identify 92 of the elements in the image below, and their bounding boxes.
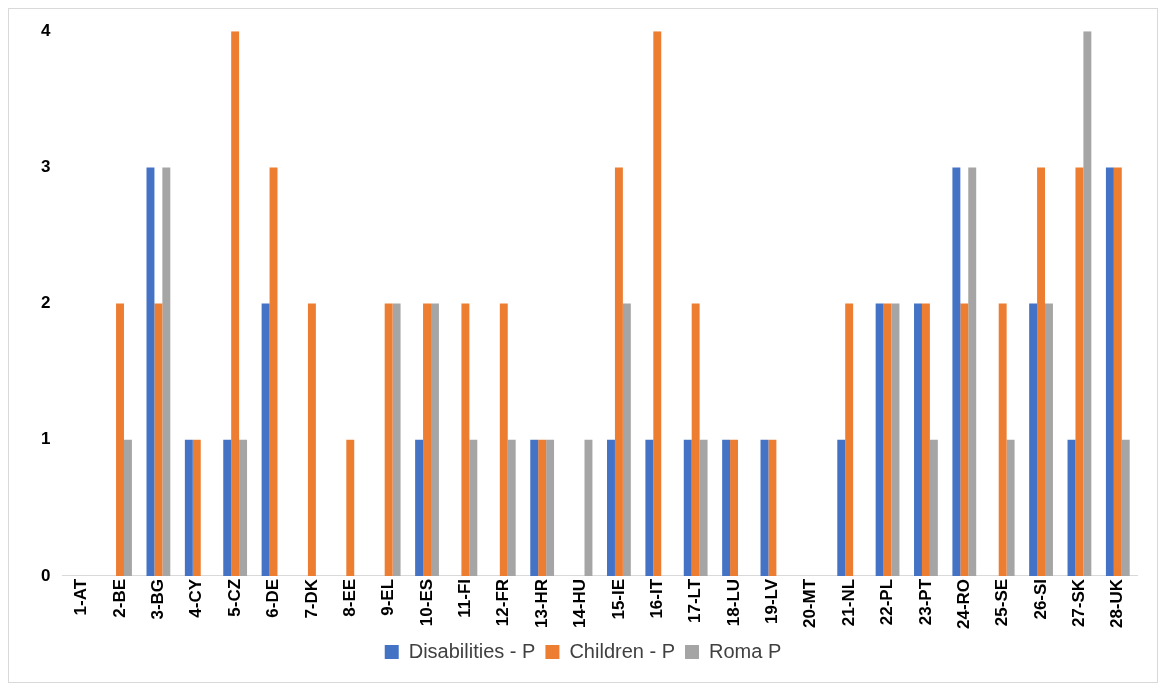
bar bbox=[645, 439, 654, 576]
bar bbox=[415, 439, 424, 576]
bar bbox=[768, 439, 777, 576]
bar bbox=[538, 439, 547, 576]
x-tick-label: 16-IT bbox=[646, 578, 666, 619]
bar bbox=[845, 303, 854, 576]
bar bbox=[730, 439, 739, 576]
bar bbox=[116, 303, 124, 576]
bar bbox=[722, 439, 731, 576]
bar bbox=[968, 167, 977, 576]
y-tick-label: 0 bbox=[40, 565, 51, 585]
bar bbox=[1037, 167, 1046, 576]
x-tick-label: 14-HU bbox=[570, 578, 590, 629]
bar bbox=[1045, 303, 1053, 576]
bar bbox=[261, 303, 270, 576]
bar bbox=[146, 167, 155, 576]
bar bbox=[607, 439, 615, 576]
x-tick-label: 11-FI bbox=[455, 578, 475, 618]
bar bbox=[423, 303, 431, 576]
x-tick-label: 19-LV bbox=[762, 578, 782, 624]
bar bbox=[1083, 31, 1092, 576]
bar bbox=[223, 439, 232, 576]
bar bbox=[914, 303, 922, 576]
bar bbox=[875, 303, 884, 576]
bar bbox=[1029, 303, 1038, 576]
x-tick-label: 26-SI bbox=[1030, 578, 1050, 620]
x-tick-label: 4-CY bbox=[186, 578, 206, 618]
bar bbox=[1006, 439, 1015, 576]
bar bbox=[461, 303, 470, 576]
bar bbox=[384, 303, 393, 576]
bar bbox=[883, 303, 892, 576]
bar bbox=[307, 303, 316, 576]
bar bbox=[123, 439, 132, 576]
x-tick-label: 17-LT bbox=[685, 578, 705, 624]
bar bbox=[239, 439, 248, 576]
x-tick-label: 5-CZ bbox=[224, 578, 244, 617]
y-tick-label: 4 bbox=[40, 20, 51, 40]
x-tick-label: 15-IE bbox=[608, 578, 628, 620]
bar bbox=[192, 439, 201, 576]
y-tick-label: 2 bbox=[40, 293, 51, 313]
bar bbox=[507, 439, 516, 576]
x-tick-label: 13-HR bbox=[531, 578, 551, 629]
x-tick-label: 28-UK bbox=[1107, 578, 1127, 629]
x-tick-label: 27-SK bbox=[1069, 578, 1089, 628]
x-tick-label: 7-DK bbox=[301, 578, 321, 619]
x-tick-label: 21-NL bbox=[838, 578, 858, 627]
bar bbox=[469, 439, 478, 576]
x-tick-label: 22-PL bbox=[877, 578, 897, 626]
bar bbox=[614, 167, 623, 576]
bar bbox=[231, 31, 240, 576]
x-tick-label: 9-EL bbox=[378, 578, 398, 616]
bar bbox=[346, 439, 355, 576]
bar bbox=[683, 439, 692, 576]
x-tick-label: 10-ES bbox=[416, 578, 436, 627]
y-tick-label: 1 bbox=[40, 429, 51, 449]
bar bbox=[952, 167, 961, 576]
bar bbox=[1113, 167, 1122, 576]
bar bbox=[499, 303, 508, 576]
x-tick-label: 1-AT bbox=[71, 578, 91, 616]
bar bbox=[392, 303, 401, 576]
bar bbox=[184, 439, 193, 576]
bar bbox=[530, 439, 539, 576]
x-tick-label: 12-FR bbox=[493, 578, 513, 627]
bar bbox=[622, 303, 631, 576]
bar bbox=[998, 303, 1007, 576]
bar bbox=[1121, 439, 1130, 576]
bar bbox=[653, 31, 662, 576]
bar bbox=[1075, 167, 1084, 576]
bar bbox=[929, 439, 938, 576]
x-tick-label: 2-BE bbox=[109, 578, 129, 618]
x-tick-label: 24-RO bbox=[953, 578, 973, 630]
bar bbox=[837, 439, 846, 576]
bar bbox=[162, 167, 171, 576]
x-tick-label: 6-DE bbox=[263, 578, 283, 618]
bar bbox=[921, 303, 930, 576]
bar bbox=[960, 303, 969, 576]
legend-label: Roma P bbox=[709, 639, 782, 662]
bar bbox=[1105, 167, 1114, 576]
bar bbox=[691, 303, 700, 576]
legend-label: Disabilities - P bbox=[408, 639, 536, 662]
x-tick-label: 20-MT bbox=[800, 578, 820, 629]
x-tick-label: 8-EE bbox=[339, 578, 359, 617]
bar bbox=[154, 303, 163, 576]
x-tick-label: 18-LU bbox=[723, 578, 743, 627]
bar bbox=[546, 439, 555, 576]
x-tick-label: 3-BG bbox=[148, 578, 168, 620]
x-tick-label: 23-PT bbox=[915, 578, 935, 626]
y-tick-label: 3 bbox=[40, 157, 51, 177]
bar bbox=[699, 439, 708, 576]
x-tick-label: 25-SE bbox=[992, 578, 1012, 627]
legend-label: Children - P bbox=[569, 639, 676, 662]
bar bbox=[431, 303, 439, 576]
